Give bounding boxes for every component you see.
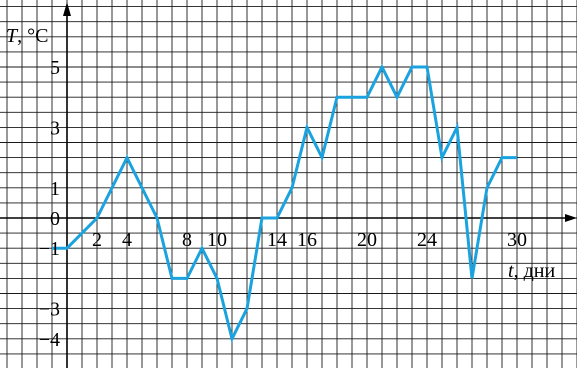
y-tick-label: −3	[39, 299, 60, 321]
x-tick-label: 10	[207, 229, 227, 251]
grid-vertical-lines	[6, 0, 577, 368]
y-tick-label: 1	[50, 178, 60, 200]
x-tick-label: 20	[357, 229, 377, 251]
y-tick-label: −4	[39, 329, 60, 351]
x-axis-arrow	[565, 214, 577, 222]
y-tick-label: 5	[50, 57, 60, 79]
y-axis-label: T, °C	[6, 25, 48, 47]
x-tick-label: 24	[417, 229, 437, 251]
x-axis-label: t, дни	[508, 260, 555, 282]
x-tick-label: 14	[267, 229, 287, 251]
x-tick-label: 30	[507, 229, 527, 251]
y-tick-label: 0	[50, 208, 60, 230]
x-tick-label: 4	[122, 229, 132, 251]
x-tick-label: 8	[182, 229, 192, 251]
y-tick-label: −1	[39, 238, 60, 260]
series-layer	[52, 63, 517, 344]
x-tick-label: 2	[92, 229, 102, 251]
y-tick-label: 3	[50, 117, 60, 139]
x-tick-label: 16	[297, 229, 317, 251]
y-axis-arrow	[63, 2, 71, 16]
temperature-series-line	[52, 63, 517, 344]
